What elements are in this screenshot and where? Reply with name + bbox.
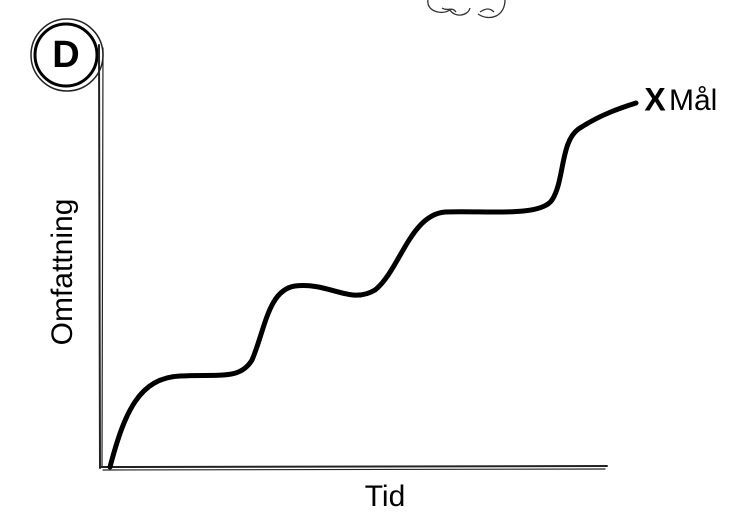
cloud-fragment [427, 0, 506, 19]
badge-label: D [52, 34, 79, 76]
goal-label: Mål [669, 84, 717, 117]
y-axis-label: Omfattning [46, 199, 79, 346]
x-axis-label: Tid [365, 480, 406, 513]
progress-curve [107, 100, 639, 470]
badge: D [30, 18, 104, 92]
axes [98, 44, 608, 471]
goal-marker: X [644, 81, 666, 117]
